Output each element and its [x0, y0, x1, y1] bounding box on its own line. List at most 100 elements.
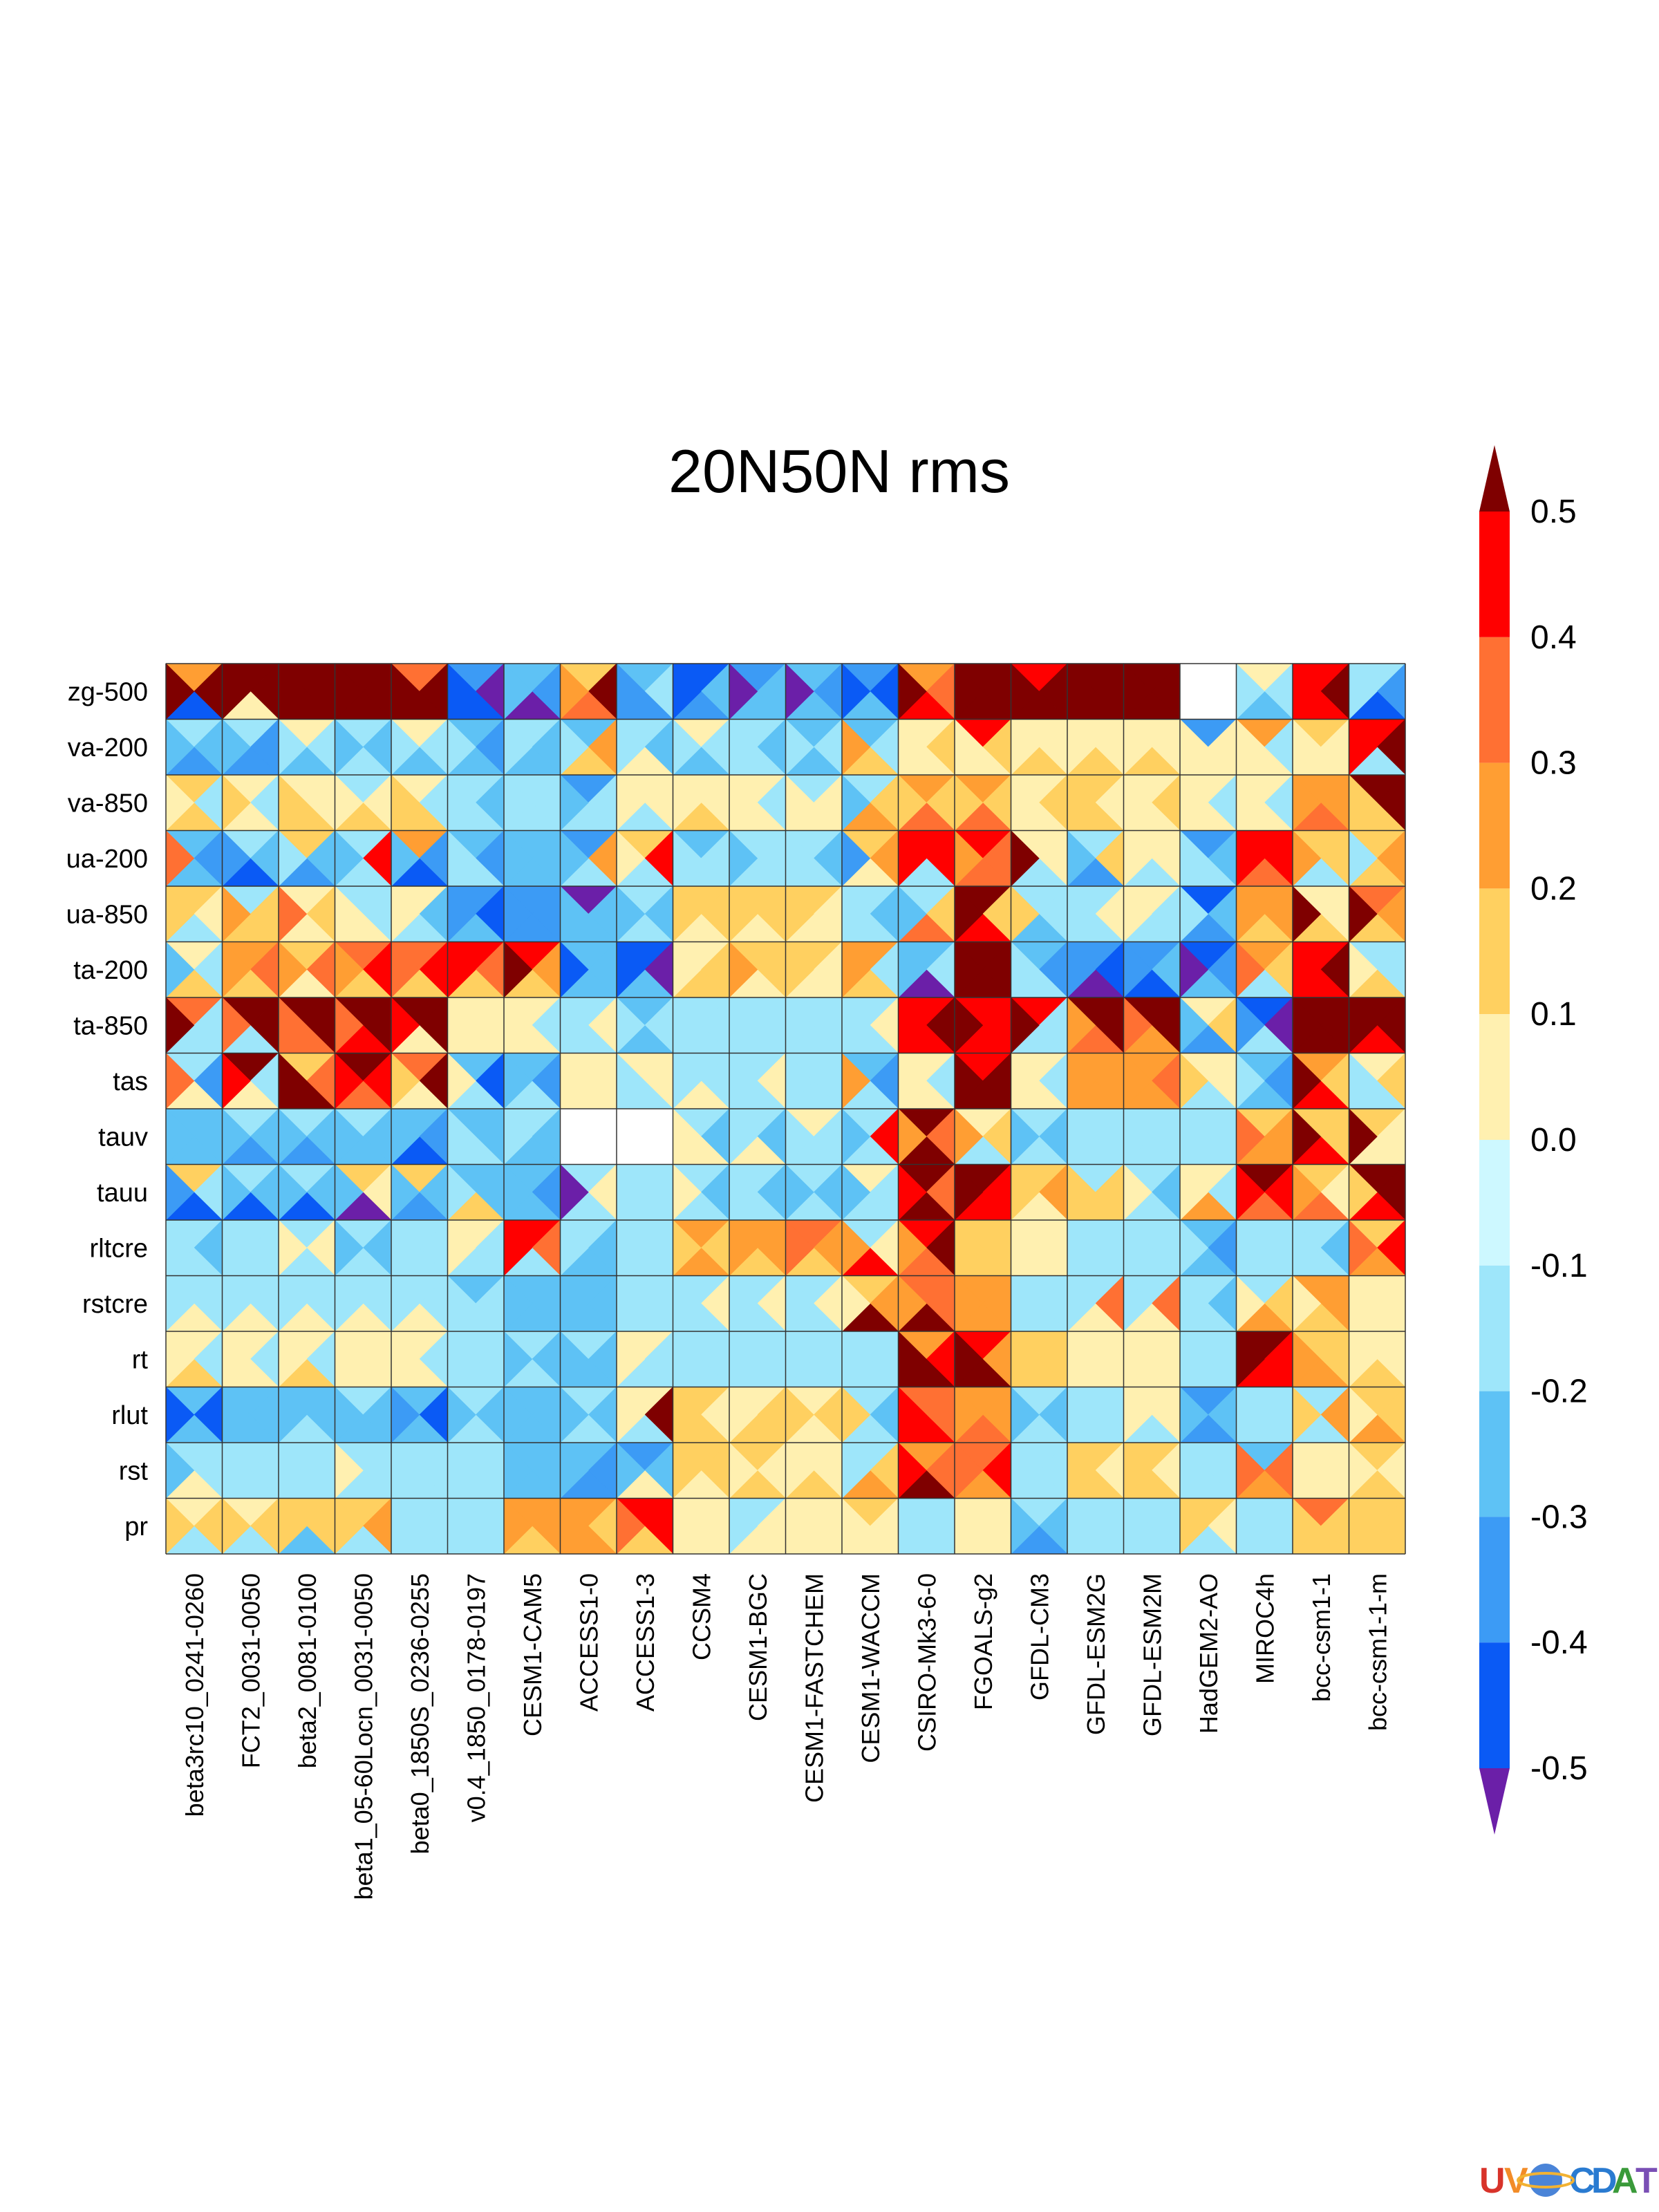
column-label: bcc-csm1-1-m: [1363, 1573, 1391, 1731]
row-label: rstcre: [82, 1290, 148, 1319]
portrait-cell: [841, 718, 899, 776]
portrait-cell: [503, 1108, 561, 1165]
portrait-cell: [729, 1163, 787, 1221]
portrait-cell: [334, 941, 392, 998]
portrait-cell: [954, 941, 1012, 998]
portrait-cell: [391, 718, 449, 776]
portrait-cell: [165, 663, 223, 720]
portrait-cell: [1179, 774, 1237, 832]
portrait-cell: [954, 718, 1012, 776]
colorbar-tick-label: -0.3: [1530, 1499, 1588, 1535]
portrait-cell: [165, 718, 223, 776]
colorbar-bin: [1479, 1642, 1510, 1768]
portrait-cell: [165, 1442, 223, 1499]
column-label: beta2_0081-0100: [293, 1573, 321, 1768]
portrait-cell: [1235, 774, 1293, 832]
portrait-cell: [1010, 941, 1068, 998]
portrait-cell: [729, 830, 787, 887]
portrait-cell: [672, 830, 730, 887]
portrait-cell: [841, 1219, 899, 1277]
portrait-cell: [1179, 1219, 1237, 1277]
column-label: CESM1-FASTCHEM: [800, 1573, 828, 1803]
portrait-cell: [165, 1219, 223, 1277]
heatmap-grid: [165, 663, 1406, 1555]
column-label: FCT2_0031-0050: [236, 1573, 265, 1768]
portrait-cell: [954, 997, 1012, 1054]
portrait-cell: [1292, 1163, 1350, 1221]
portrait-cell: [1179, 1052, 1237, 1109]
portrait-cell: [1010, 1163, 1068, 1221]
portrait-cell: [1348, 1497, 1406, 1555]
portrait-cell: [278, 1386, 336, 1443]
portrait-cell: [278, 1275, 336, 1332]
portrait-cell: [221, 718, 279, 776]
portrait-cell: [1235, 663, 1293, 720]
portrait-cell: [1179, 1275, 1237, 1332]
portrait-cell: [672, 1331, 730, 1388]
row-label: tauv: [98, 1123, 148, 1152]
portrait-cell: [221, 997, 279, 1054]
colorbar-tick-label: -0.2: [1530, 1374, 1588, 1410]
column-label: CESM1-WACCM: [856, 1573, 885, 1763]
portrait-cell: [1010, 1331, 1068, 1388]
colorbar-bin: [1479, 1140, 1510, 1266]
logo-letter: A: [1612, 2161, 1638, 2201]
column-label: beta3rc10_0241-0260: [180, 1573, 209, 1817]
portrait-cell: [1067, 941, 1125, 998]
portrait-cell: [334, 1386, 392, 1443]
portrait-cell: [954, 1497, 1012, 1555]
portrait-cell: [334, 885, 392, 943]
portrait-cell: [785, 1386, 843, 1443]
colorbar-bin: [1479, 762, 1510, 889]
portrait-cell: [897, 1219, 955, 1277]
portrait-cell: [1010, 1219, 1068, 1277]
colorbar-bin: [1479, 512, 1510, 637]
portrait-cell: [954, 885, 1012, 943]
portrait-cell: [391, 941, 449, 998]
portrait-cell: [447, 663, 505, 720]
portrait-cell: [221, 1386, 279, 1443]
portrait-cell: [503, 941, 561, 998]
colorbar-extend-high: [1479, 445, 1510, 512]
portrait-cell: [334, 1331, 392, 1388]
portrait-cell: [391, 830, 449, 887]
portrait-cell: [785, 1052, 843, 1109]
portrait-cell: [1067, 663, 1125, 720]
portrait-cell: [1179, 941, 1237, 998]
portrait-cell: [165, 1331, 223, 1388]
portrait-cell: [1292, 1497, 1350, 1555]
portrait-cell: [841, 1052, 899, 1109]
logo-letter: U: [1479, 2161, 1506, 2201]
row-label: va-200: [68, 733, 148, 762]
portrait-cell: [1010, 885, 1068, 943]
portrait-cell: [447, 997, 505, 1054]
portrait-cell: [1179, 663, 1237, 720]
portrait-cell: [729, 718, 787, 776]
portrait-cell: [729, 885, 787, 943]
portrait-cell: [1348, 1386, 1406, 1443]
portrait-cell: [841, 1497, 899, 1555]
portrait-cell: [672, 1275, 730, 1332]
portrait-cell: [221, 663, 279, 720]
portrait-cell: [1010, 1275, 1068, 1332]
portrait-cell: [1348, 774, 1406, 832]
column-label: GFDL-ESM2M: [1138, 1573, 1166, 1736]
portrait-cell: [785, 718, 843, 776]
portrait-cell: [1348, 1108, 1406, 1165]
portrait-cell: [221, 774, 279, 832]
portrait-cell: [785, 774, 843, 832]
colorbar-bin: [1479, 1265, 1510, 1391]
portrait-cell: [1179, 830, 1237, 887]
portrait-cell: [897, 885, 955, 943]
portrait-cell: [785, 1163, 843, 1221]
portrait-cell: [1292, 718, 1350, 776]
row-label: tas: [113, 1067, 148, 1096]
portrait-cell: [729, 663, 787, 720]
portrait-cell: [616, 997, 674, 1054]
colorbar-tick-label: 0.4: [1530, 619, 1577, 656]
portrait-cell: [221, 1052, 279, 1109]
portrait-cell: [391, 1219, 449, 1277]
portrait-cell: [1123, 1108, 1181, 1165]
portrait-cell: [278, 885, 336, 943]
portrait-cell: [672, 885, 730, 943]
